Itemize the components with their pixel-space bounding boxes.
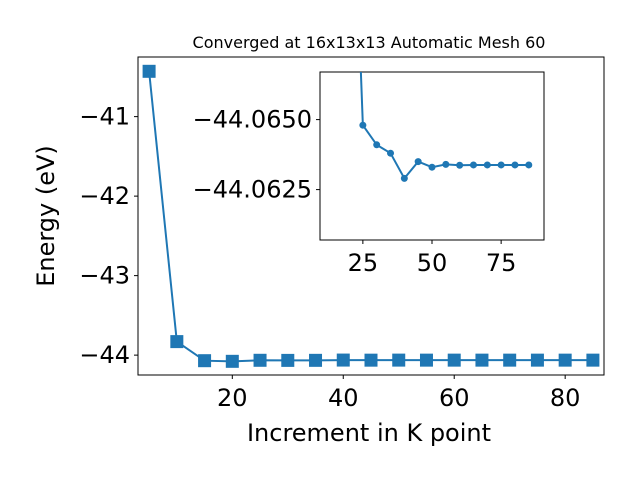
x-axis-label: Increment in K point bbox=[247, 419, 491, 447]
x-tick-label: 60 bbox=[439, 384, 470, 412]
data-point bbox=[497, 161, 505, 169]
y-tick-label: −44.0650 bbox=[193, 106, 312, 134]
y-axis-label: Energy (eV) bbox=[32, 145, 60, 287]
data-point bbox=[442, 160, 450, 168]
main-x-ticks: 20 40 60 80 bbox=[217, 375, 580, 412]
data-point bbox=[414, 158, 422, 166]
x-tick-label: 75 bbox=[486, 249, 517, 277]
data-point bbox=[373, 141, 381, 149]
data-point bbox=[428, 163, 436, 171]
main-y-ticks: −44 −43 −42 −41 bbox=[79, 103, 138, 369]
data-point bbox=[558, 353, 572, 367]
data-point bbox=[419, 353, 433, 367]
inset-plot-area bbox=[359, 72, 533, 182]
y-tick-label: −44.0625 bbox=[193, 176, 312, 204]
inset-chart: 25 50 75 −44.0650 −44.0625 bbox=[193, 71, 545, 277]
data-point bbox=[387, 149, 395, 157]
data-point bbox=[225, 354, 239, 368]
data-point bbox=[281, 353, 295, 367]
x-tick-label: 25 bbox=[348, 249, 379, 277]
data-point bbox=[525, 161, 533, 169]
data-point bbox=[253, 353, 267, 367]
y-tick-label: −41 bbox=[79, 103, 130, 131]
data-point bbox=[483, 161, 491, 169]
inset-x-ticks: 25 50 75 bbox=[348, 240, 517, 277]
data-point bbox=[392, 353, 406, 367]
main-plot-area bbox=[142, 64, 600, 368]
data-point bbox=[364, 353, 378, 367]
data-point bbox=[198, 354, 212, 368]
inset-plot-frame bbox=[319, 71, 545, 241]
x-tick-label: 80 bbox=[550, 384, 581, 412]
y-tick-label: −43 bbox=[79, 262, 130, 290]
data-point bbox=[447, 353, 461, 367]
main-plot-frame bbox=[137, 56, 605, 376]
data-point bbox=[511, 161, 519, 169]
y-tick-label: −42 bbox=[79, 182, 130, 210]
data-point bbox=[530, 353, 544, 367]
data-point bbox=[142, 64, 156, 78]
data-point bbox=[456, 161, 464, 169]
main-chart: Converged at 16x13x13 Automatic Mesh 60 … bbox=[32, 33, 605, 447]
data-point bbox=[336, 353, 350, 367]
data-point bbox=[170, 335, 184, 349]
data-point bbox=[359, 121, 367, 129]
data-point bbox=[400, 174, 408, 182]
data-point bbox=[475, 353, 489, 367]
y-tick-label: −44 bbox=[79, 341, 130, 369]
x-tick-label: 20 bbox=[217, 384, 248, 412]
data-point bbox=[309, 353, 323, 367]
data-point bbox=[469, 161, 477, 169]
data-point bbox=[503, 353, 517, 367]
inset-y-ticks: −44.0650 −44.0625 bbox=[193, 106, 320, 204]
x-tick-label: 40 bbox=[328, 384, 359, 412]
x-tick-label: 50 bbox=[417, 249, 448, 277]
chart-title: Converged at 16x13x13 Automatic Mesh 60 bbox=[193, 33, 546, 52]
data-point bbox=[586, 353, 600, 367]
